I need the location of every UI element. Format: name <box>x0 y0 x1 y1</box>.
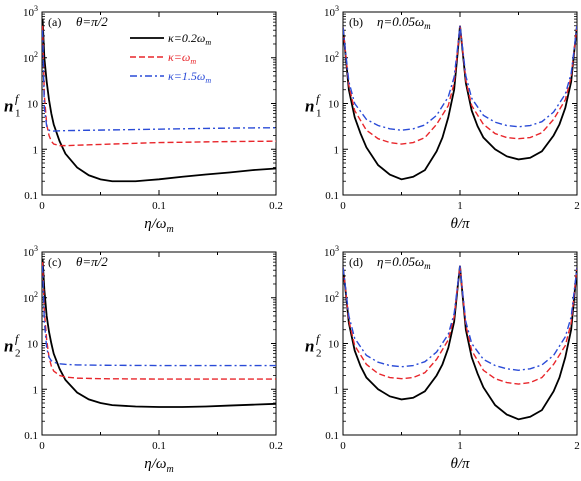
y-axis-label-sup: f <box>15 332 20 346</box>
y-tick-label: 10 <box>328 99 340 111</box>
y-tick-label: 0.1 <box>325 190 339 202</box>
y-axis-label: n <box>305 97 314 116</box>
x-tick-label: 0 <box>39 200 45 212</box>
x-tick-label: 1 <box>457 200 463 212</box>
series-line-3 <box>343 265 577 371</box>
y-tick-label: 103 <box>23 244 38 259</box>
series-line-2 <box>343 25 577 145</box>
legend-label-2: κ=ωm <box>168 50 196 66</box>
x-axis-label: η/ωm <box>144 216 173 235</box>
x-tick-label: 0.2 <box>269 200 283 212</box>
y-axis-label-sub: 1 <box>15 108 21 120</box>
panel-annotation: η=0.05ωm <box>377 254 431 271</box>
y-tick-label: 103 <box>324 244 339 259</box>
legend-label-3: κ=1.5ωm <box>168 69 211 85</box>
series-line-1 <box>42 259 276 408</box>
y-axis-label-sub: 2 <box>15 348 21 360</box>
panel-d: 0.1 1 10 102 103 0 1 2 (d) η=0.05ωm θ/π n f 2 <box>305 244 580 472</box>
panel-label: (b) <box>349 15 363 29</box>
series-line-3 <box>42 265 276 367</box>
y-tick-label: 103 <box>23 4 38 19</box>
panel-label: (d) <box>349 255 363 269</box>
y-axis-label: n <box>4 337 13 356</box>
x-tick-label: 1 <box>457 440 463 452</box>
y-axis-label: n <box>4 97 13 116</box>
x-axis-label: η/ωm <box>144 456 173 475</box>
x-tick-label: 0 <box>340 200 346 212</box>
y-axis-label-sup: f <box>316 332 321 346</box>
x-tick-label: 2 <box>574 200 580 212</box>
series-line-1 <box>343 265 577 421</box>
plot-frame <box>342 251 578 436</box>
y-tick-label: 1 <box>334 144 340 156</box>
panel-annotation: θ=π/2 <box>76 14 108 29</box>
x-axis-label: θ/π <box>450 216 470 232</box>
panel-b: 0.1 1 10 102 103 0 1 2 (b) η=0.05ωm θ/π n f 1 <box>305 4 580 232</box>
y-tick-label: 103 <box>324 4 339 19</box>
y-axis-label: n <box>305 337 314 356</box>
panel-annotation: η=0.05ωm <box>377 14 431 31</box>
x-tick-label: 0 <box>39 440 45 452</box>
x-tick-label: 0.1 <box>152 440 166 452</box>
series-line-1 <box>42 19 276 183</box>
y-tick-label: 10 <box>328 339 340 351</box>
legend: κ=0.2ωm κ=ωm κ=1.5ωm <box>130 31 211 85</box>
legend-label-1: κ=0.2ωm <box>168 31 211 47</box>
y-tick-label: 10 <box>27 99 39 111</box>
y-tick-label: 1 <box>33 144 39 156</box>
x-axis-label: θ/π <box>450 456 470 472</box>
series-line-3 <box>343 25 577 131</box>
series-line-2 <box>42 25 276 147</box>
y-axis-label-sub: 1 <box>316 108 322 120</box>
x-tick-label: 0.2 <box>269 440 283 452</box>
series-line-2 <box>343 265 577 385</box>
y-tick-label: 0.1 <box>24 430 38 442</box>
y-tick-label: 10 <box>27 339 39 351</box>
y-axis-label-sup: f <box>15 92 20 106</box>
panel-label: (a) <box>48 15 61 29</box>
series-line-3 <box>42 30 276 132</box>
y-tick-label: 0.1 <box>24 190 38 202</box>
y-tick-label: 102 <box>23 50 38 65</box>
y-tick-label: 0.1 <box>325 430 339 442</box>
y-tick-label: 102 <box>324 290 339 305</box>
x-tick-label: 0 <box>340 440 346 452</box>
series-line-2 <box>42 262 276 380</box>
series-line-1 <box>343 25 577 181</box>
y-tick-label: 1 <box>334 384 340 396</box>
y-axis-label-sup: f <box>316 92 321 106</box>
y-tick-label: 102 <box>23 290 38 305</box>
plot-frame <box>342 11 578 196</box>
x-tick-label: 0.1 <box>152 200 166 212</box>
y-tick-label: 1 <box>33 384 39 396</box>
panel-label: (c) <box>48 255 61 269</box>
panel-annotation: θ=π/2 <box>76 254 108 269</box>
x-tick-label: 2 <box>574 440 580 452</box>
y-axis-label-sub: 2 <box>316 348 322 360</box>
y-tick-label: 102 <box>324 50 339 65</box>
